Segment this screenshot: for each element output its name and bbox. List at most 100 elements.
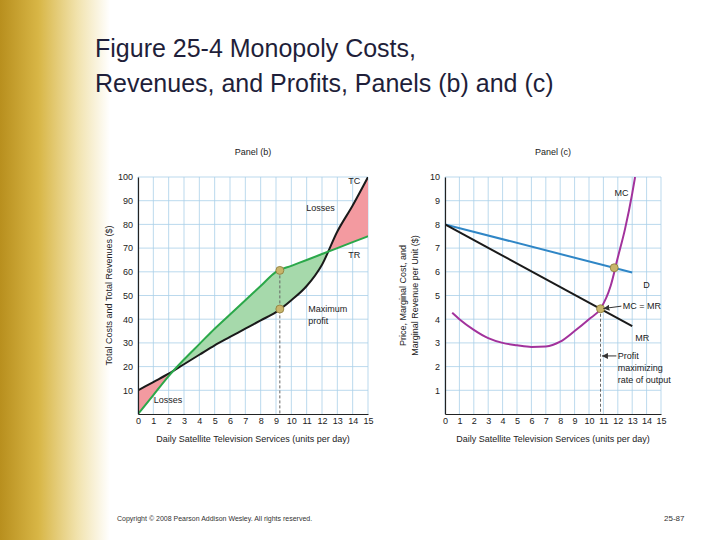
- loss-area: [138, 177, 368, 414]
- tick: 11: [302, 414, 311, 426]
- tick: 8: [558, 414, 563, 426]
- plot-area: [138, 177, 368, 414]
- tick-label: 4: [197, 416, 202, 426]
- grid-line-y: [138, 390, 368, 391]
- slide-title: Figure 25-4 Monopoly Costs,: [95, 34, 416, 62]
- tick: 0: [136, 414, 141, 426]
- tick: 2: [435, 362, 445, 372]
- tick: 6: [529, 414, 534, 426]
- axis-line: [138, 178, 139, 415]
- tick: 4: [501, 414, 506, 426]
- tick: 1: [457, 414, 462, 426]
- tick: 70: [123, 243, 138, 253]
- tick: 0: [443, 414, 448, 426]
- plot-area: [445, 177, 635, 414]
- tick: 60: [123, 267, 138, 277]
- grid-line-x: [445, 177, 446, 414]
- tick: 13: [628, 414, 638, 426]
- axis-line: [445, 178, 446, 415]
- tick: 4: [197, 414, 202, 426]
- tick-label: 0: [443, 416, 448, 426]
- tick-label: 1: [151, 416, 156, 426]
- tick: 14: [348, 414, 358, 426]
- tick-label: 8: [259, 416, 264, 426]
- tick-label: 10: [123, 386, 133, 396]
- annotation: MC = MR: [623, 301, 662, 311]
- background: [0, 0, 720, 540]
- tick: 1: [435, 386, 445, 396]
- tick-label: 2: [167, 416, 172, 426]
- x-axis-title: Daily Satellite Television Services (uni…: [456, 434, 649, 444]
- tick: 5: [213, 414, 218, 426]
- tick: 10: [287, 414, 297, 426]
- annotation: profit: [308, 316, 329, 326]
- series-label: MC: [615, 188, 629, 198]
- tick: 7: [435, 243, 445, 253]
- arrow: [603, 306, 621, 308]
- tick-label: 7: [544, 416, 549, 426]
- series-label: D: [643, 280, 650, 290]
- grid-line-y: [445, 200, 661, 201]
- tick: 8: [435, 220, 445, 230]
- tick: 3: [486, 414, 491, 426]
- tick: 15: [656, 414, 666, 426]
- tick: 3: [182, 414, 187, 426]
- grid-line-y: [445, 342, 661, 343]
- y-axis-title: Total Costs and Total Revenues ($): [104, 226, 114, 366]
- x-axis-title: Daily Satellite Television Services (uni…: [156, 434, 349, 444]
- tick: 14: [642, 414, 652, 426]
- tick-label: 10: [287, 416, 297, 426]
- tick: 50: [123, 291, 138, 301]
- tick-label: 4: [501, 416, 506, 426]
- tick-label: 70: [123, 243, 133, 253]
- tick: 2: [167, 414, 172, 426]
- tick: 7: [243, 414, 248, 426]
- tick: 12: [317, 414, 327, 426]
- tick-label: 6: [435, 267, 440, 277]
- tick-label: 7: [243, 416, 248, 426]
- tick-label: 15: [656, 416, 666, 426]
- tick-label: 9: [435, 196, 440, 206]
- tick: 10: [430, 172, 445, 182]
- tick: 5: [435, 291, 445, 301]
- grid: [138, 177, 368, 414]
- tick: 10: [123, 386, 138, 396]
- tick-label: 7: [435, 243, 440, 253]
- tick-label: 12: [317, 416, 327, 426]
- tick-label: 1: [457, 416, 462, 426]
- tick: 11: [599, 414, 608, 426]
- tick: 40: [123, 315, 138, 325]
- grid-line-y: [138, 366, 368, 367]
- tick-label: 14: [642, 416, 652, 426]
- page-number: 25-87: [664, 514, 685, 523]
- tick-label: 14: [348, 416, 358, 426]
- tick-label: 12: [613, 416, 623, 426]
- chart-root: Figure 25-4 Monopoly Costs,Revenues, and…: [0, 0, 720, 540]
- tick-label: 6: [228, 416, 233, 426]
- axis-line: [446, 414, 662, 415]
- grid-line-y: [138, 224, 368, 225]
- tick: 13: [333, 414, 343, 426]
- annotation: Profit: [618, 351, 640, 361]
- grid-line-y: [445, 319, 661, 320]
- y-axis: 12345678910: [430, 172, 446, 414]
- tick-label: 40: [123, 315, 133, 325]
- tick-label: 50: [123, 291, 133, 301]
- annotation: Maximum: [308, 304, 347, 314]
- tick: 15: [363, 414, 373, 426]
- y-axis-title: Marginal Revenue per Unit ($): [410, 235, 420, 356]
- tick: 7: [544, 414, 549, 426]
- tick-label: 11: [599, 416, 608, 426]
- tick-label: 2: [472, 416, 477, 426]
- tick-label: 80: [123, 220, 133, 230]
- dashed-drop-line: [279, 270, 280, 414]
- tick-label: 20: [123, 362, 133, 372]
- arrow: [602, 355, 616, 356]
- tick-label: 60: [123, 267, 133, 277]
- highlight-point: [276, 266, 284, 274]
- tick: 80: [123, 220, 138, 230]
- tick: 20: [123, 362, 138, 372]
- grid-line-x: [138, 177, 139, 414]
- tick: 8: [259, 414, 264, 426]
- annotation: rate of output: [618, 375, 672, 385]
